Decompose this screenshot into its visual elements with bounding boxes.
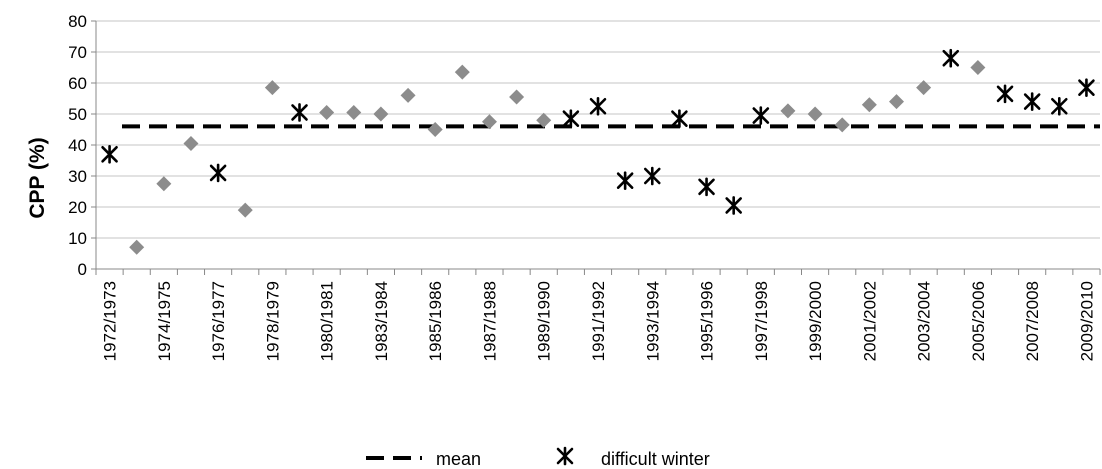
- diamond-point: [970, 60, 986, 75]
- y-tick-label: 80: [68, 12, 87, 31]
- y-tick-labels: 0 10 20 30 40 50 60 70 80: [68, 12, 87, 279]
- x-tick-label: 1974/1975: [155, 281, 174, 361]
- difficult-winter-point: [671, 109, 688, 128]
- diamond-point: [454, 64, 470, 80]
- diamond-point: [319, 104, 335, 120]
- x-tick-label: 1995/1996: [698, 281, 717, 361]
- diamond-point: [481, 114, 497, 130]
- x-tick-label: 1997/1998: [752, 281, 771, 361]
- diamond-point: [888, 94, 904, 110]
- x-tick-label: 1993/1994: [643, 281, 662, 361]
- diamond-point: [346, 104, 362, 120]
- difficult-winter-point: [698, 177, 715, 197]
- difficult-winter-point: [291, 103, 308, 122]
- difficult-winter-point: [101, 145, 118, 164]
- y-tick-label: 20: [68, 198, 87, 217]
- legend-mean-label: mean: [436, 449, 481, 469]
- y-tick-label: 70: [68, 43, 87, 62]
- y-tick-label: 30: [68, 167, 87, 186]
- y-tick-label: 60: [68, 74, 87, 93]
- difficult-winter-point: [996, 84, 1014, 104]
- difficult-winter-point: [1050, 96, 1068, 116]
- diamond-point: [861, 97, 877, 113]
- y-tick-label: 10: [68, 229, 87, 248]
- legend-star-icon: [556, 446, 574, 466]
- diamond-point: [780, 103, 796, 119]
- diamond-point: [509, 89, 525, 105]
- diamond-point: [373, 106, 389, 122]
- y-tick-label: 40: [68, 136, 87, 155]
- diamond-point: [156, 176, 172, 192]
- difficult-winter-point: [209, 163, 227, 183]
- x-tick-label: 1972/1973: [101, 281, 120, 361]
- difficult-winter-point: [562, 109, 580, 128]
- difficult-winter-point: [942, 48, 960, 68]
- x-tick-label: 2001/2002: [860, 281, 879, 361]
- x-tick-label: 1978/1979: [263, 281, 282, 361]
- legend-star-marker: [556, 446, 574, 466]
- legend-difficult-winter-label: difficult winter: [601, 449, 710, 469]
- x-tick-label: 1991/1992: [589, 281, 608, 361]
- x-tick-label: 2005/2006: [969, 281, 988, 361]
- x-tick-label: 1999/2000: [806, 281, 825, 361]
- difficult-winter-point: [1023, 92, 1041, 111]
- diamond-point: [400, 87, 416, 103]
- x-tick-label: 1983/1984: [372, 281, 391, 361]
- diamond-point: [807, 106, 823, 122]
- diamond-point: [536, 112, 552, 128]
- difficult-winter-point: [643, 166, 661, 186]
- axes: [91, 20, 1101, 275]
- x-tick-label: 2009/2010: [1077, 281, 1096, 361]
- y-axis-label: CPP (%): [26, 137, 49, 218]
- difficult-winter-point: [752, 106, 770, 125]
- data-points: [101, 48, 1095, 255]
- x-tick-label: 1989/1990: [535, 281, 554, 361]
- x-tick-label: 1985/1986: [426, 281, 445, 361]
- diamond-point: [129, 239, 145, 255]
- x-tick-label: 1987/1988: [480, 281, 499, 361]
- x-tick-label: 2007/2008: [1023, 281, 1042, 361]
- diamond-point: [183, 135, 199, 151]
- diamond-point: [916, 80, 932, 96]
- y-tick-label: 0: [78, 260, 87, 279]
- legend: mean difficult winter: [366, 446, 710, 469]
- diamond-point: [834, 117, 850, 133]
- diamond-point: [427, 122, 443, 137]
- x-tick-labels: 1972/1973 1974/1975 1976/1977 1978/1979 1980…: [101, 281, 1097, 361]
- x-tick-label: 2003/2004: [915, 281, 934, 361]
- difficult-winter-point: [725, 196, 742, 215]
- diamond-point: [237, 202, 253, 218]
- diamond-point: [264, 80, 280, 96]
- y-tick-label: 50: [68, 105, 87, 124]
- difficult-winter-point: [616, 171, 634, 190]
- difficult-winter-point: [1078, 78, 1095, 97]
- difficult-winter-point: [589, 96, 607, 116]
- x-tick-label: 1980/1981: [318, 281, 337, 361]
- x-tick-label: 1976/1977: [209, 281, 228, 361]
